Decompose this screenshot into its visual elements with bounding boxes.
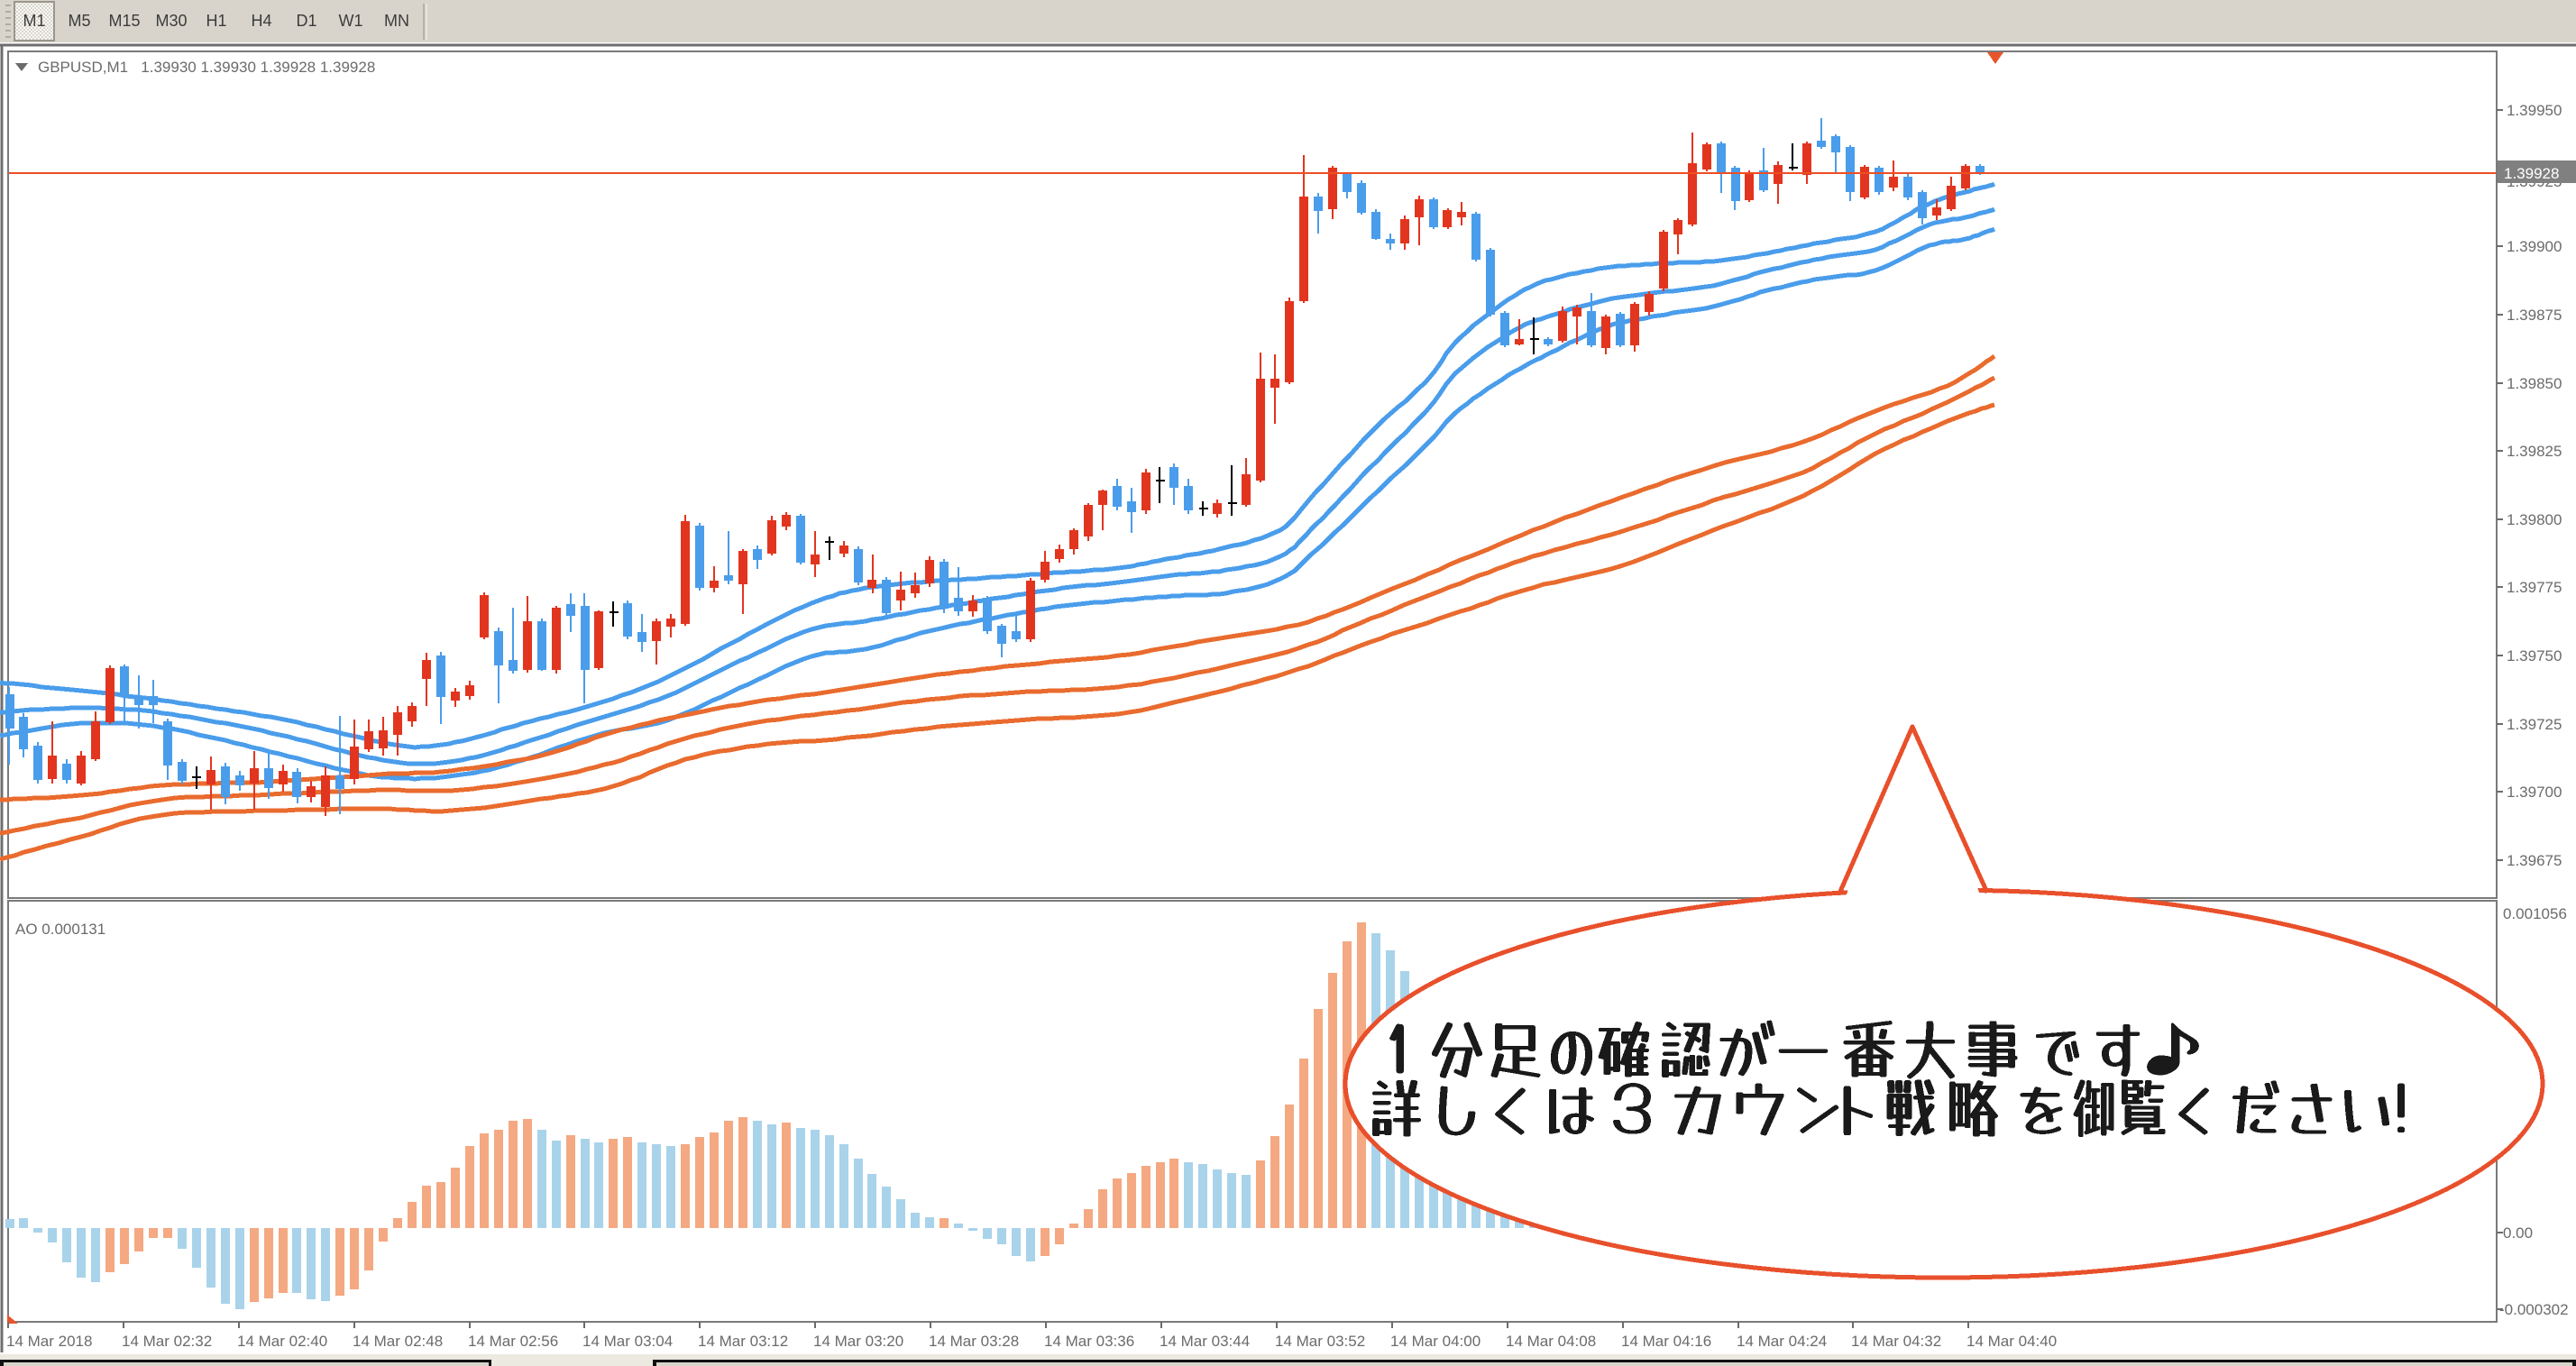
svg-text:14 Mar 2018: 14 Mar 2018 (6, 1333, 92, 1350)
svg-text:14 Mar 03:44: 14 Mar 03:44 (1160, 1333, 1250, 1350)
svg-text:14 Mar 03:04: 14 Mar 03:04 (582, 1333, 673, 1350)
svg-text:D1: D1 (296, 12, 316, 30)
svg-text:H4: H4 (251, 12, 271, 30)
svg-text:1.39850: 1.39850 (2507, 375, 2562, 392)
svg-text:1.39775: 1.39775 (2507, 579, 2562, 596)
svg-text:1.39875: 1.39875 (2507, 307, 2562, 324)
svg-text:14 Mar 03:12: 14 Mar 03:12 (698, 1333, 788, 1350)
svg-text:14 Mar 03:20: 14 Mar 03:20 (813, 1333, 903, 1350)
svg-text:14 Mar 04:08: 14 Mar 04:08 (1506, 1333, 1596, 1350)
svg-text:14 Mar 02:32: 14 Mar 02:32 (122, 1333, 212, 1350)
svg-text:M1: M1 (23, 12, 45, 30)
svg-text:1.39675: 1.39675 (2507, 852, 2562, 869)
svg-text:1.39725: 1.39725 (2507, 716, 2562, 733)
svg-text:0.001056: 0.001056 (2503, 905, 2567, 922)
svg-text:1.39800: 1.39800 (2507, 511, 2562, 528)
svg-text:14 Mar 04:16: 14 Mar 04:16 (1621, 1333, 1711, 1350)
svg-text:14 Mar 02:48: 14 Mar 02:48 (353, 1333, 443, 1350)
svg-text:14 Mar 03:52: 14 Mar 03:52 (1275, 1333, 1365, 1350)
svg-text:MN: MN (384, 12, 409, 30)
svg-text:14 Mar 03:36: 14 Mar 03:36 (1044, 1333, 1134, 1350)
svg-text:1.39750: 1.39750 (2507, 647, 2562, 665)
svg-text:14 Mar 04:24: 14 Mar 04:24 (1737, 1333, 1827, 1350)
svg-text:14 Mar 04:00: 14 Mar 04:00 (1390, 1333, 1481, 1350)
svg-text:W1: W1 (339, 12, 363, 30)
svg-text:14 Mar 04:40: 14 Mar 04:40 (1966, 1333, 2057, 1350)
svg-text:14 Mar 03:28: 14 Mar 03:28 (929, 1333, 1019, 1350)
svg-text:M5: M5 (68, 12, 90, 30)
svg-text:H1: H1 (206, 12, 226, 30)
svg-text:1.39700: 1.39700 (2507, 784, 2562, 801)
svg-text:14 Mar 02:56: 14 Mar 02:56 (468, 1333, 558, 1350)
svg-text:GBPUSD,M1 1.39930 1.39930 1.: GBPUSD,M1 1.39930 1.39930 1.39928 1.3992… (38, 59, 375, 76)
svg-text:M30: M30 (155, 12, 187, 30)
svg-text:1.39900: 1.39900 (2507, 238, 2562, 255)
svg-text:AO 0.000131: AO 0.000131 (15, 921, 105, 938)
svg-text:0.00: 0.00 (2503, 1224, 2533, 1242)
svg-text:M15: M15 (108, 12, 140, 30)
svg-text:14 Mar 02:40: 14 Mar 02:40 (237, 1333, 327, 1350)
svg-text:1.39950: 1.39950 (2507, 102, 2562, 119)
svg-text:1.39928: 1.39928 (2504, 165, 2559, 182)
svg-text:-0.000302: -0.000302 (2499, 1301, 2569, 1318)
svg-text:14 Mar 04:32: 14 Mar 04:32 (1851, 1333, 1941, 1350)
svg-text:1.39825: 1.39825 (2507, 443, 2562, 460)
